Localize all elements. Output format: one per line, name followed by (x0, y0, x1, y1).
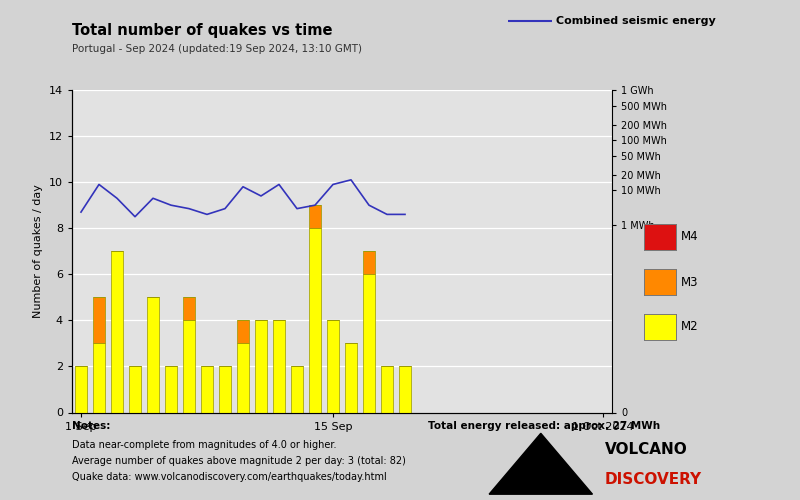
Text: M4: M4 (681, 230, 698, 243)
Bar (129, 366, 142, 412)
Bar (254, 320, 267, 412)
Bar (110, 251, 123, 412)
Bar (398, 366, 411, 412)
Bar (273, 320, 286, 412)
Bar (237, 344, 250, 412)
Bar (201, 366, 214, 412)
Bar (165, 366, 178, 412)
Text: Average number of quakes above magnitude 2 per day: 3 (total: 82): Average number of quakes above magnitude… (72, 456, 406, 466)
Bar (290, 366, 303, 412)
Bar (146, 298, 159, 412)
Text: Notes:: Notes: (72, 421, 110, 431)
Polygon shape (489, 434, 593, 494)
Text: Data near-complete from magnitudes of 4.0 or higher.: Data near-complete from magnitudes of 4.… (72, 440, 337, 450)
Bar (218, 366, 231, 412)
Bar (74, 366, 87, 412)
Text: VOLCANO: VOLCANO (605, 442, 687, 457)
Text: M3: M3 (681, 276, 698, 288)
Text: DISCOVERY: DISCOVERY (605, 472, 702, 487)
Bar (381, 366, 394, 412)
Bar (182, 320, 195, 412)
Bar (345, 344, 358, 412)
Bar (326, 320, 339, 412)
Text: M2: M2 (681, 320, 698, 334)
Text: Quake data: www.volcanodiscovery.com/earthquakes/today.html: Quake data: www.volcanodiscovery.com/ear… (72, 472, 386, 482)
Bar (362, 274, 375, 412)
Text: Portugal - Sep 2024 (updated:19 Sep 2024, 13:10 GMT): Portugal - Sep 2024 (updated:19 Sep 2024… (72, 44, 362, 54)
Bar (362, 251, 375, 274)
Bar (93, 298, 106, 344)
Bar (93, 344, 106, 412)
Bar (309, 228, 322, 412)
Y-axis label: Number of quakes / day: Number of quakes / day (34, 184, 43, 318)
Bar (309, 205, 322, 228)
Bar (237, 320, 250, 344)
Text: Combined seismic energy: Combined seismic energy (556, 16, 716, 26)
Bar (182, 298, 195, 320)
Text: Total number of quakes vs time: Total number of quakes vs time (72, 22, 333, 38)
Text: Total energy released: approx. 27 MWh: Total energy released: approx. 27 MWh (428, 421, 660, 431)
